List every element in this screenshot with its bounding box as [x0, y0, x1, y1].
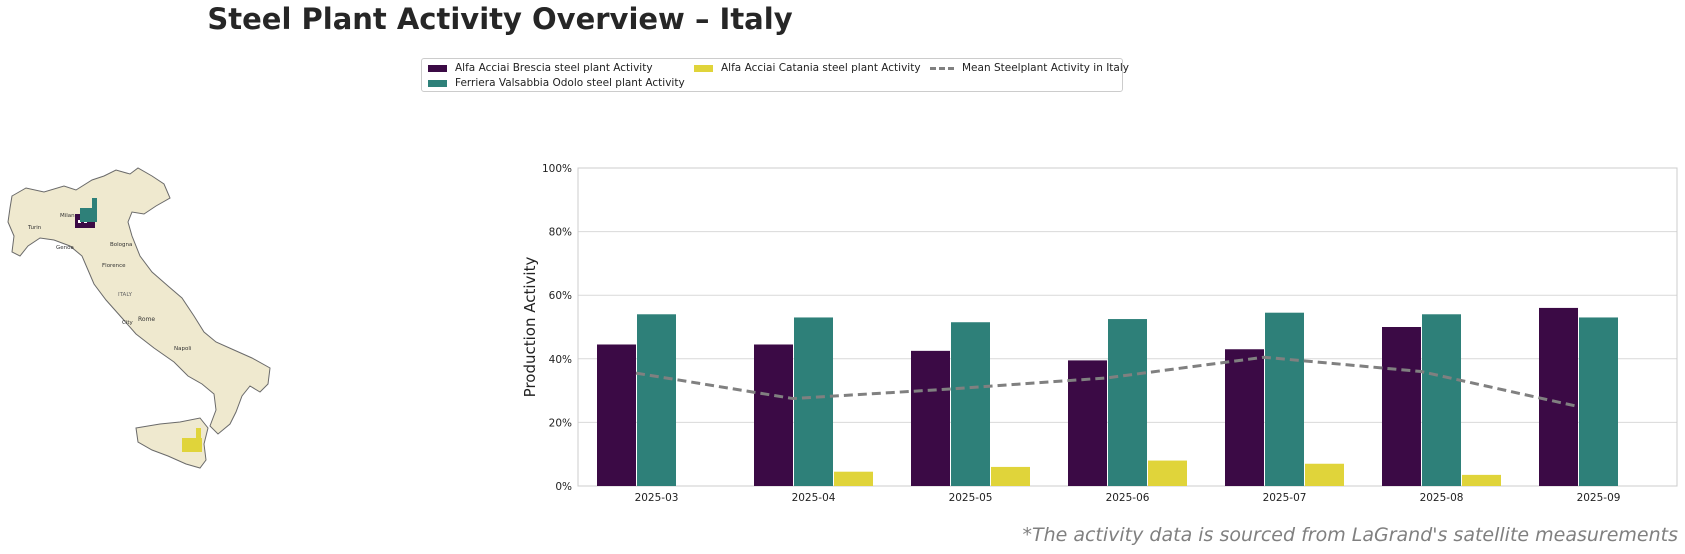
map-label-genoa: Genoa [56, 245, 74, 251]
bar [951, 322, 990, 486]
legend-item-odolo: Ferriera Valsabbia Odolo steel plant Act… [428, 77, 685, 89]
legend-item-brescia: Alfa Acciai Brescia steel plant Activity [428, 62, 653, 74]
legend-label-odolo: Ferriera Valsabbia Odolo steel plant Act… [455, 77, 685, 89]
italy-map: Milan Turin Genoa Bologna Florence ITALY… [7, 167, 271, 469]
bar [1305, 463, 1344, 486]
legend-swatch-odolo [428, 79, 447, 87]
bar [1579, 317, 1618, 486]
factory-icon-catania [182, 428, 202, 452]
bar [834, 471, 873, 486]
legend-swatch-mean [930, 66, 954, 70]
x-tick-label: 2025-03 [635, 492, 679, 504]
activity-bar-chart: 0% 20% 40% 60% 80% 100% 2025-03 2025-04 2025-05 2… [521, 163, 1678, 504]
bar [754, 344, 793, 486]
italy-mainland-shape [7, 167, 271, 435]
bar [1265, 312, 1304, 486]
bar [1108, 319, 1147, 486]
legend-item-catania: Alfa Acciai Catania steel plant Activity [694, 62, 921, 74]
y-tick-label: 0% [555, 481, 572, 493]
map-label-city: City [122, 320, 134, 326]
data-source-footnote: *The activity data is sourced from LaGra… [1022, 524, 1678, 546]
x-tick-label: 2025-09 [1577, 492, 1621, 504]
bar [1539, 307, 1578, 486]
x-tick-label: 2025-06 [1106, 492, 1150, 504]
map-label-florence: Florence [102, 263, 126, 269]
y-tick-label: 100% [542, 163, 572, 175]
x-tick-label: 2025-04 [792, 492, 836, 504]
map-label-napoli: Napoli [174, 346, 192, 352]
y-tick-label: 40% [549, 354, 572, 366]
legend-swatch-brescia [428, 64, 447, 72]
bar [1225, 349, 1264, 486]
bar [911, 350, 950, 486]
y-tick-label: 60% [549, 290, 572, 302]
factory-icon-odolo [80, 198, 97, 222]
map-label-rome: Rome [138, 316, 155, 323]
x-tick-label: 2025-07 [1263, 492, 1307, 504]
legend-label-mean: Mean Steelplant Activity in Italy [962, 62, 1129, 74]
y-tick-label: 20% [549, 417, 572, 429]
page-title: Steel Plant Activity Overview – Italy [207, 2, 793, 36]
legend-label-brescia: Alfa Acciai Brescia steel plant Activity [455, 62, 653, 74]
map-label-milan: Milan [60, 213, 75, 219]
bar [1382, 327, 1421, 486]
bar [1148, 460, 1187, 486]
bar [1422, 314, 1461, 486]
y-axis-label: Production Activity [521, 257, 539, 398]
bar [1462, 474, 1501, 486]
bar [637, 314, 676, 486]
mean-activity-line [635, 355, 1579, 408]
chart-legend: Alfa Acciai Brescia steel plant Activity… [421, 58, 1129, 92]
bar [794, 317, 833, 486]
sicily-shape [135, 417, 209, 469]
bar [991, 466, 1030, 486]
map-label-italy: ITALY [118, 292, 133, 298]
map-label-bologna: Bologna [110, 242, 132, 248]
legend-swatch-catania [694, 64, 713, 72]
x-tick-label: 2025-05 [949, 492, 993, 504]
legend-label-catania: Alfa Acciai Catania steel plant Activity [721, 62, 921, 74]
x-tick-label: 2025-08 [1420, 492, 1464, 504]
legend-item-mean: Mean Steelplant Activity in Italy [930, 62, 1129, 74]
y-tick-label: 80% [549, 227, 572, 239]
map-label-turin: Turin [27, 225, 42, 231]
bar [597, 344, 636, 486]
